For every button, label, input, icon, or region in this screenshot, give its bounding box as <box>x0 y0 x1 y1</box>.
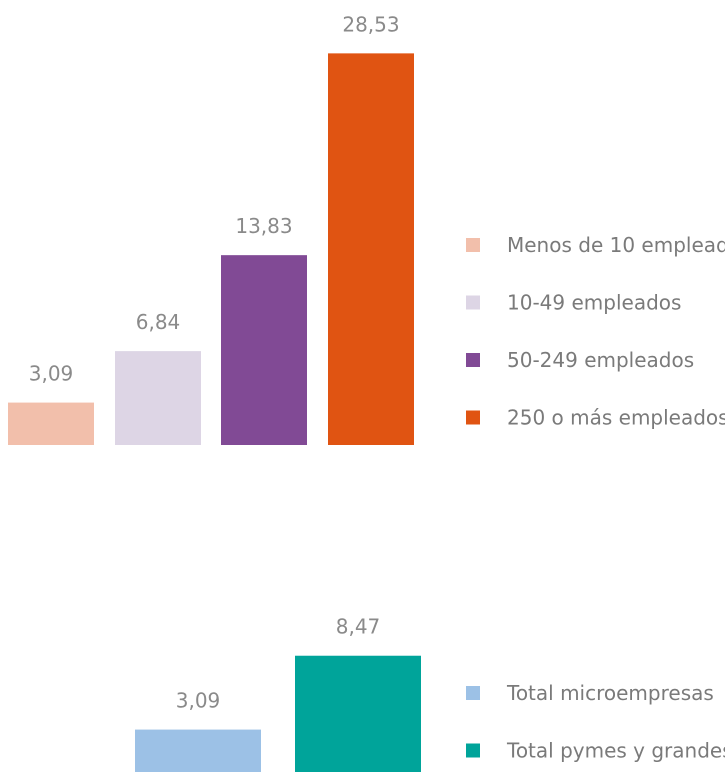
legend-label-menos-de-10-empleados: Menos de 10 empleados <box>507 233 725 257</box>
legend-swatch-total-pymes-y-grandes <box>466 743 480 758</box>
bar-menos-de-10-empleados <box>8 402 94 445</box>
legend-swatch-menos-de-10-empleados <box>466 238 480 252</box>
chart-totals: 3,09 8,47 Total microempresas Total pymes y… <box>135 615 725 772</box>
legend-label-10-49-empleados: 10-49 empleados <box>507 291 681 315</box>
value-label-250-o-mas-empleados: 28,53 <box>342 12 399 36</box>
legend-swatch-250-o-mas-empleados <box>466 410 480 425</box>
value-label-50-249-empleados: 13,83 <box>235 214 292 238</box>
value-label-total-pymes-y-grandes: 8,47 <box>336 615 381 639</box>
bar-total-pymes-y-grandes <box>295 655 421 772</box>
bar-total-microempresas <box>135 729 261 772</box>
bar-10-49-empleados <box>115 351 201 445</box>
bar-250-o-mas-empleados <box>328 53 414 446</box>
legend-label-50-249-empleados: 50-249 empleados <box>507 348 694 372</box>
legend-label-total-microempresas: Total microempresas <box>506 681 714 705</box>
legend-swatch-10-49-empleados <box>466 295 480 310</box>
value-label-total-microempresas: 3,09 <box>176 689 221 713</box>
legend-swatch-50-249-empleados <box>466 353 480 367</box>
legend-label-250-o-mas-empleados: 250 o más empleados <box>507 406 725 430</box>
bar-50-249-empleados <box>221 255 307 445</box>
legend-label-total-pymes-y-grandes: Total pymes y grandes <box>506 739 725 763</box>
legend-swatch-total-microempresas <box>466 686 480 700</box>
value-label-10-49-empleados: 6,84 <box>136 310 181 334</box>
value-label-menos-de-10-empleados: 3,09 <box>29 362 74 386</box>
chart-by-company-size: 3,09 6,84 13,83 28,53 Menos de 10 empleados 1… <box>8 12 725 446</box>
